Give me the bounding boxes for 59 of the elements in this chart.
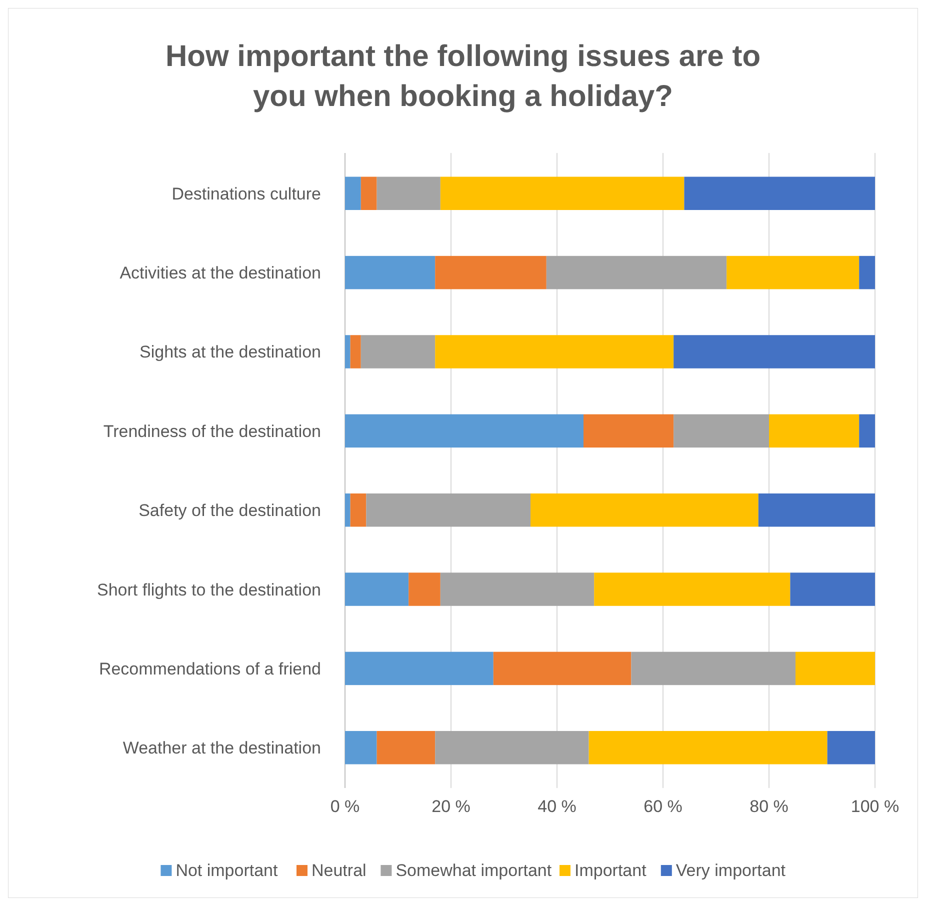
bar: [435, 256, 546, 290]
bar: [440, 176, 684, 210]
bar: [345, 493, 350, 527]
bar: [360, 176, 377, 210]
bar: [827, 730, 875, 764]
bar: [376, 730, 436, 764]
bar: [758, 493, 875, 527]
x-tick-label: 40 %: [538, 797, 576, 816]
legend-label: Neutral: [312, 861, 366, 880]
bar: [408, 572, 440, 606]
bar: [726, 256, 860, 290]
bar: [345, 176, 361, 210]
bar: [345, 652, 494, 686]
bar: [435, 730, 589, 764]
legend-label: Not important: [176, 861, 278, 880]
bar: [588, 730, 828, 764]
bar: [350, 493, 366, 527]
bar: [435, 335, 674, 368]
chart-title: How important the following issues are to you when booking a holiday?: [165, 40, 761, 113]
bar: [769, 414, 860, 448]
bar: [684, 176, 875, 210]
bar: [493, 652, 632, 686]
y-tick-label: Sights at the destination: [140, 342, 321, 362]
x-tick-label: 60 %: [644, 797, 682, 816]
bar: [631, 652, 796, 686]
bar: [796, 652, 875, 686]
x-tick-label: 100 %: [850, 797, 900, 816]
y-tick-label: Short flights to the destination: [97, 580, 321, 600]
bar: [366, 493, 530, 527]
legend-label: Somewhat important: [396, 861, 552, 880]
x-tick-label: 20 %: [432, 797, 470, 816]
x-tick-label: 80 %: [750, 797, 788, 816]
legend-label: Important: [574, 861, 647, 880]
bar: [674, 414, 769, 448]
bar: [790, 572, 875, 606]
y-tick-label: Trendiness of the destination: [103, 422, 321, 441]
y-tick-label: Destinations culture: [172, 184, 321, 204]
bar: [859, 414, 875, 448]
y-tick-label: Weather at the destination: [122, 738, 321, 758]
bar: [345, 730, 377, 764]
x-tick-label: 0 %: [330, 797, 360, 816]
bar: [350, 335, 361, 368]
bar: [376, 176, 440, 210]
y-tick-label: Recommendations of a friend: [98, 659, 321, 678]
bar: [360, 335, 436, 368]
bar: [546, 256, 727, 290]
bar: [345, 572, 409, 606]
bar: [594, 572, 790, 606]
bar: [440, 572, 594, 606]
bar: [345, 335, 350, 368]
y-tick-label: Activities at the destination: [120, 264, 321, 283]
bar: [345, 414, 584, 448]
bar: [584, 414, 674, 448]
bar: [859, 256, 875, 290]
bar: [345, 256, 436, 290]
legend-label: Very important: [676, 861, 786, 880]
bar: [674, 335, 875, 368]
y-tick-label: Safety of the destination: [138, 501, 321, 520]
bar: [530, 493, 758, 527]
